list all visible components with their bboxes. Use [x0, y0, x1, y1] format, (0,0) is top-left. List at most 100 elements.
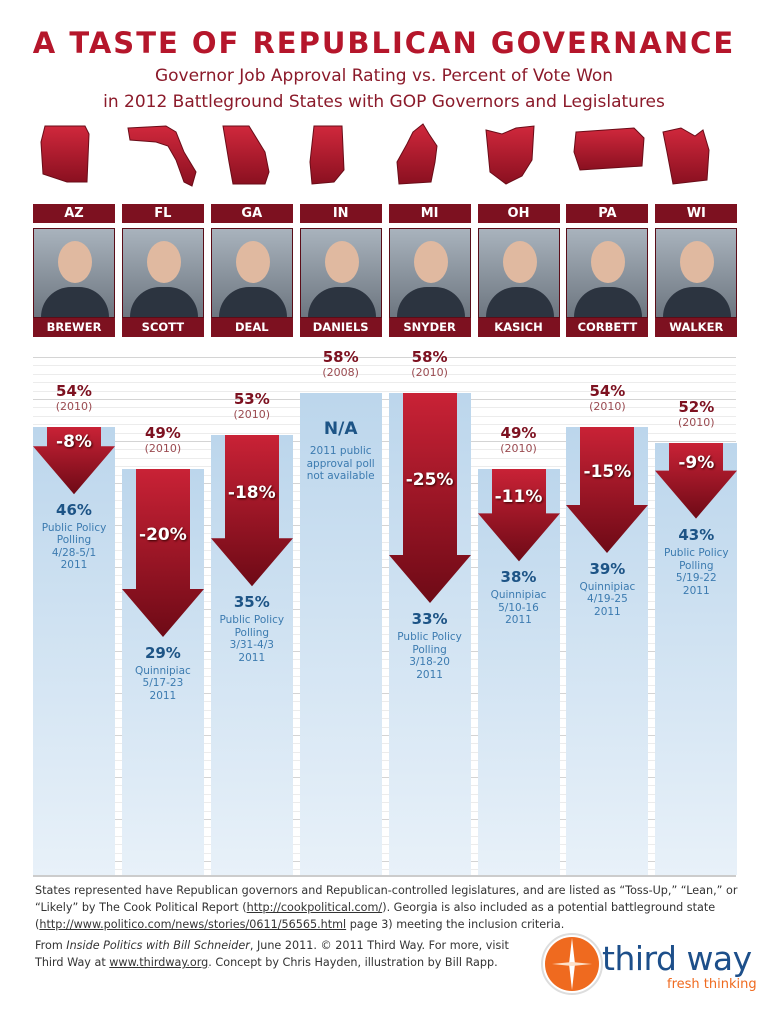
vote-year: (2010)	[678, 416, 715, 430]
grid-line	[33, 407, 736, 409]
photo-head	[680, 241, 715, 283]
approval-value: 38%	[500, 568, 537, 586]
grid-line	[33, 751, 736, 753]
poll-source-line: Quinnipiac	[134, 664, 191, 677]
state-shape-in-icon	[309, 125, 345, 185]
poll-source-line: 5/10-16	[498, 601, 539, 614]
grid-line	[33, 357, 736, 358]
grid-line	[33, 701, 736, 703]
grid-line	[33, 819, 736, 820]
bar	[299, 393, 382, 875]
poll-source-line: 3/31-4/3	[229, 639, 274, 652]
change-label: -18%	[227, 482, 276, 503]
grid-line	[33, 583, 736, 585]
governor-name: DANIELS	[299, 318, 382, 337]
governor-photo	[477, 228, 560, 318]
vote-label: 53% (2010)	[197, 390, 307, 421]
na-block: N/A 2011 public approval poll not available	[286, 419, 396, 483]
grid-line	[33, 777, 736, 778]
approval-label: 29% Quinnipiac 5/17-23 2011	[108, 644, 218, 703]
na-value: N/A	[323, 419, 358, 439]
baseline	[33, 875, 736, 877]
approval-value: 35%	[233, 593, 270, 612]
approval-label: 46% Public Policy Polling 4/28-5/1 2011	[19, 501, 129, 572]
arrow-shape	[121, 468, 204, 637]
approval-label: 35% Public Policy Polling 3/31-4/3 2011	[197, 593, 307, 664]
change-label: -8%	[56, 432, 92, 453]
poll-source-line: Quinnipiac	[490, 589, 547, 601]
grid-line	[33, 693, 736, 694]
grid-line	[33, 592, 736, 594]
down-arrow	[566, 426, 649, 553]
grid-line	[33, 802, 736, 804]
grid-line	[33, 575, 736, 577]
poll-source: 2011 public approval poll not available	[286, 445, 396, 483]
vote-value: 58%	[411, 348, 448, 366]
grid-line	[33, 852, 736, 854]
photo-body	[41, 287, 109, 317]
grid-line	[33, 432, 736, 434]
state-shape-oh-icon	[484, 125, 535, 185]
governor-photo	[210, 228, 293, 318]
footnote: States represented have Republican gover…	[35, 882, 755, 933]
down-arrow	[477, 468, 560, 561]
governor-photo	[566, 228, 649, 318]
grid-line	[33, 651, 736, 652]
poll-source: Quinnipiac 5/10-16 2011	[464, 589, 574, 627]
state-shape-pa-icon	[573, 127, 645, 171]
grid-line	[33, 861, 736, 862]
photo-head	[502, 241, 537, 283]
grid-line	[33, 785, 736, 787]
credits: From Inside Politics with Bill Schneider…	[35, 937, 535, 971]
footnote-text-2: ). Georgia is also included as a potenti…	[35, 901, 716, 931]
grid-line	[33, 516, 736, 518]
photo-body	[218, 287, 287, 317]
governor-photo	[299, 228, 382, 318]
poll-source-line: approval poll	[306, 457, 375, 470]
credit-text-2: , June 2011. © 2011 Third Way. For more,…	[35, 939, 509, 969]
poll-source-line: 2011	[416, 668, 443, 681]
state-label: IN	[299, 204, 382, 223]
grid-line	[33, 491, 736, 493]
vote-label: 58% (2008)	[286, 348, 396, 379]
politico-link[interactable]: http://www.politico.com/news/stories/061…	[39, 918, 347, 931]
change-label: -9%	[678, 453, 715, 474]
approval-label: 39% Quinnipiac 4/19-25 2011	[552, 560, 662, 619]
change-label: -15%	[583, 461, 632, 482]
compass-icon	[541, 933, 603, 995]
arrow-shape	[566, 426, 649, 553]
grid-line	[33, 684, 736, 686]
logo-tagline: fresh thinking	[667, 977, 757, 992]
vote-label: 52% (2010)	[641, 398, 751, 429]
vote-value: 58%	[322, 348, 359, 366]
thirdway-link[interactable]: www.thirdway.org	[109, 956, 209, 969]
grid-line	[33, 743, 736, 745]
vote-year: (2008)	[322, 366, 359, 379]
state-label: OH	[477, 204, 560, 223]
photo-head	[146, 241, 181, 283]
credit-text-3: . Concept by Chris Hayden, illustration …	[208, 956, 498, 969]
down-arrow	[121, 468, 204, 637]
poll-source-line: not available	[306, 470, 375, 482]
grid-line	[33, 449, 736, 451]
state-label: AZ	[33, 204, 115, 223]
vote-year: (2010)	[500, 441, 537, 455]
footnote-text-3: page 3) meeting the inclusion criteria.	[346, 918, 565, 931]
vote-year: (2010)	[55, 399, 93, 413]
grid-line	[33, 382, 736, 384]
vote-value: 49%	[144, 423, 181, 442]
photo-head	[413, 241, 448, 283]
cook-link[interactable]: http://cookpolitical.com/	[246, 901, 383, 914]
approval-value: 43%	[678, 526, 715, 544]
vote-value: 54%	[56, 381, 92, 400]
grid-line	[33, 415, 736, 417]
grid-line	[33, 483, 736, 484]
vote-year: (2010)	[233, 408, 271, 421]
governor-name: SNYDER	[388, 318, 471, 337]
arrow-shape	[210, 435, 293, 587]
change-label: -25%	[405, 470, 454, 490]
subtitle-line-2: in 2012 Battleground States with GOP Gov…	[103, 92, 665, 112]
grid-line	[33, 844, 736, 846]
vote-value: 53%	[233, 390, 270, 408]
